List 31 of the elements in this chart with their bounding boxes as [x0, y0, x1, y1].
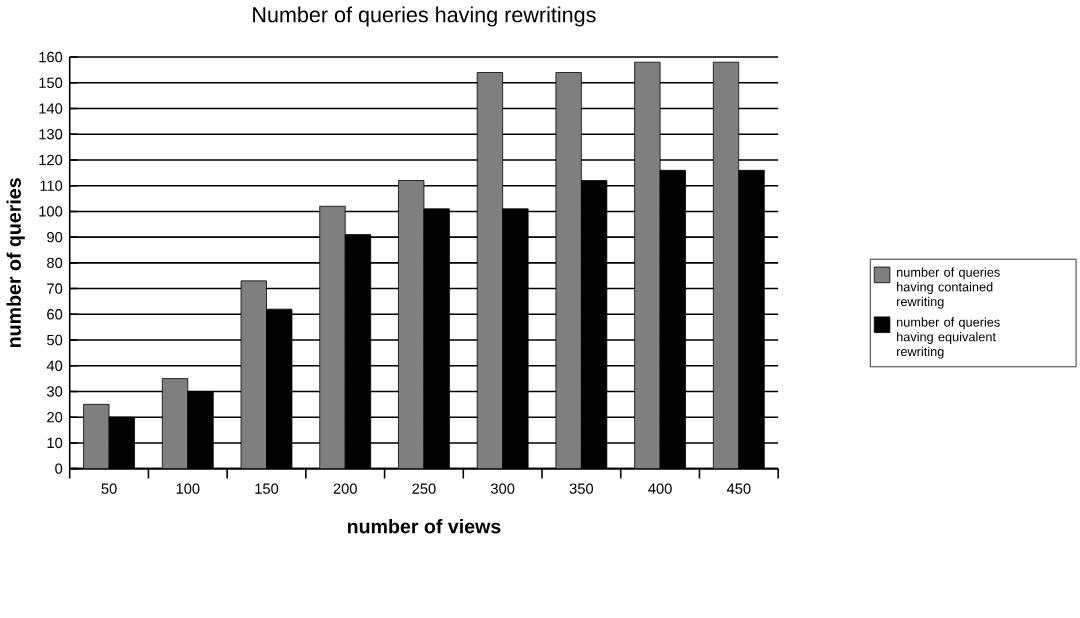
x-tick-label: 400 — [648, 483, 672, 494]
x-tick-label: 150 — [255, 483, 279, 494]
y-tick-label: 110 — [40, 180, 63, 191]
x-tick-label: 200 — [333, 483, 357, 494]
y-tick-label: 40 — [46, 360, 63, 372]
y-tick-label: 10 — [47, 437, 63, 449]
y-tick-label: 70 — [47, 283, 63, 294]
x-axis-title: number of views — [347, 519, 501, 534]
chart-title: Number of queries having rewritings — [253, 6, 596, 27]
y-tick-label: 20 — [47, 412, 63, 423]
x-tick-label: 100 — [176, 483, 200, 494]
y-tick-label: 160 — [39, 51, 63, 63]
y-tick-label: 130 — [39, 129, 63, 140]
y-axis-title: number of queries — [6, 178, 25, 348]
legend-label: number of queries having contained rewriting — [897, 267, 1000, 309]
y-tick-label: 60 — [47, 309, 63, 320]
y-tick-label: 150 — [39, 77, 63, 89]
y-tick-label: 140 — [39, 103, 63, 114]
x-tick-label: 350 — [569, 483, 594, 494]
x-tick-label: 300 — [490, 483, 515, 494]
legend-label: number of queries having equivalent rewriting — [897, 317, 1000, 359]
x-tick-label: 250 — [412, 483, 436, 494]
y-tick-label: 50 — [47, 334, 63, 346]
y-tick-label: 80 — [47, 257, 63, 269]
y-tick-label: 120 — [39, 154, 63, 166]
y-tick-label: 0 — [55, 463, 63, 474]
y-tick-label: 100 — [39, 206, 63, 217]
y-tick-label: 30 — [46, 386, 63, 397]
x-tick-label: 450 — [726, 483, 751, 494]
y-tick-label: 90 — [47, 232, 63, 243]
x-tick-label: 50 — [101, 483, 117, 494]
